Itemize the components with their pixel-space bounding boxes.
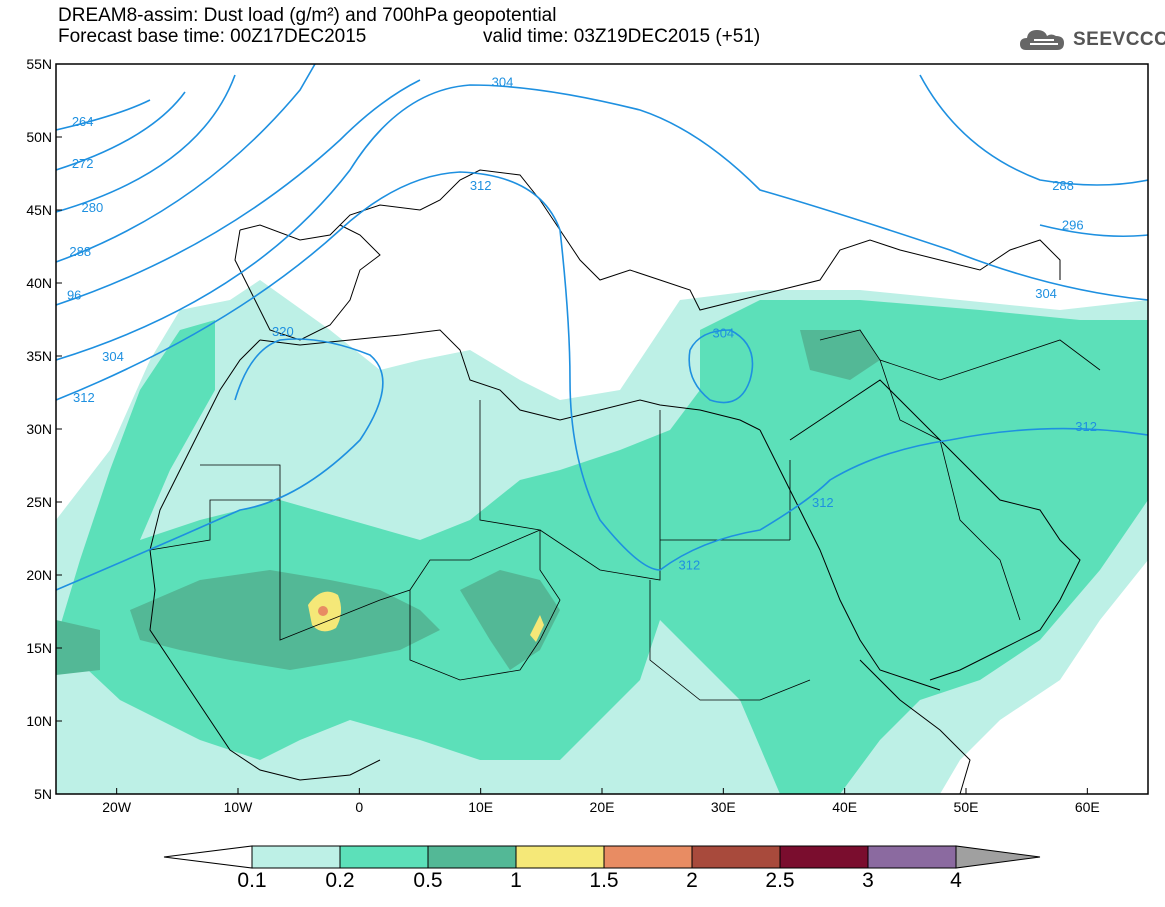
contour-label: 296 [1062, 218, 1084, 233]
colorbar [163, 845, 1041, 869]
contour-264 [56, 99, 151, 131]
colorbar-label: 1 [510, 869, 522, 892]
contour-304-small [688, 329, 754, 404]
contour-labels: 304 312 264 272 280 288 96 304 312 320 304 288 296 30… [67, 74, 1097, 573]
lon-tick-label: 60E [1075, 799, 1100, 815]
contour-label: 312 [470, 178, 492, 193]
colorbar-segment [867, 845, 957, 869]
contour-label: 264 [72, 114, 94, 129]
lon-tick-label: 40E [832, 799, 857, 815]
colorbar-label: 2.5 [765, 869, 795, 892]
contour-280 [56, 74, 236, 213]
lat-tick-label: 35N [26, 348, 52, 364]
colorbar-segment [603, 845, 693, 869]
africa-west-coast [149, 339, 381, 781]
valid-time: valid time: 03Z19DEC2015 (+51) [483, 26, 761, 47]
contour-320 [56, 338, 384, 591]
forecast-base-time: Forecast base time: 00Z17DEC2015 [58, 26, 367, 47]
dust-shade-dark-4 [800, 330, 880, 380]
arabia-coast [789, 379, 1081, 681]
colorbar-label: 2 [686, 869, 698, 892]
iberia-coast [234, 224, 381, 341]
lat-tick-label: 55N [26, 56, 52, 72]
dust-shade-dark [130, 570, 440, 670]
dust-shade-medium [56, 300, 1148, 794]
lat-tick-label: 20N [26, 567, 52, 583]
contour-312 [56, 171, 1148, 571]
lon-tick-label: 30E [711, 799, 736, 815]
colorbar-label: 0.5 [413, 869, 443, 892]
contour-288 [56, 64, 316, 263]
lon-tick-label: 50E [954, 799, 979, 815]
colorbar-label: 1.5 [589, 869, 619, 892]
longitude-axis: 20W 10W 0 10E 20E 30E 40E 50E 60E [102, 788, 1100, 815]
lat-tick-label: 25N [26, 494, 52, 510]
coastlines [149, 169, 1101, 794]
dust-shade-dark-3 [56, 620, 100, 675]
colorbar-segment [427, 845, 517, 869]
contour-label: 280 [82, 200, 104, 215]
lat-tick-label: 50N [26, 129, 52, 145]
seevccc-logo: SEEVCCC [1018, 24, 1165, 56]
contour-label: 312 [73, 390, 95, 405]
colorbar-under-triangle [163, 845, 253, 869]
contour-label: 288 [69, 244, 91, 259]
dust-shade-dark-2 [460, 570, 560, 670]
contour-label: 304 [1035, 286, 1057, 301]
colorbar-segment [515, 845, 605, 869]
europe-coast [239, 169, 1061, 311]
dust-layer [56, 280, 1148, 794]
dust-shade-yellow-2 [530, 615, 544, 642]
lat-tick-label: 5N [34, 786, 52, 802]
lon-tick-label: 20W [102, 799, 132, 815]
colorbar-segment [779, 845, 869, 869]
latitude-axis: 55N 50N 45N 40N 35N 30N 25N 20N 15N 10N 5N [26, 56, 62, 802]
lat-tick-label: 10N [26, 713, 52, 729]
colorbar-segment [251, 845, 341, 869]
lon-tick-label: 10E [468, 799, 493, 815]
colorbar-label: 4 [950, 869, 962, 892]
lat-tick-label: 45N [26, 202, 52, 218]
contour-label: 320 [272, 324, 294, 339]
contour-label: 304 [102, 349, 124, 364]
africa-north-coast [259, 329, 761, 431]
lon-tick-label: 10W [224, 799, 254, 815]
logo-text: SEEVCCC [1073, 29, 1165, 50]
contour-296 [56, 79, 421, 306]
contour-label: 312 [1075, 419, 1097, 434]
lat-tick-label: 15N [26, 640, 52, 656]
lat-tick-label: 40N [26, 275, 52, 291]
contour-296-east [1039, 224, 1148, 238]
contour-label: 288 [1052, 178, 1074, 193]
lat-tick-label: 30N [26, 421, 52, 437]
contour-304 [56, 84, 1148, 361]
colorbar-label: 0.1 [237, 869, 267, 892]
contour-label: 312 [812, 495, 834, 510]
lon-tick-label: 20E [590, 799, 615, 815]
colorbar-segment [339, 845, 429, 869]
contour-304-east [919, 74, 1148, 186]
contour-272 [56, 91, 186, 171]
contour-label: 272 [72, 156, 94, 171]
colorbar-label: 0.2 [325, 869, 355, 892]
contour-label: 96 [67, 288, 81, 303]
lon-tick-label: 0 [355, 799, 363, 815]
contour-label: 304 [492, 74, 514, 89]
national-borders [149, 329, 1101, 701]
chart-title: DREAM8-assim: Dust load (g/m²) and 700hP… [58, 5, 557, 26]
geopotential-contours [56, 64, 1148, 591]
cloud-logo-icon [1020, 30, 1064, 50]
red-sea-coast [759, 429, 941, 691]
colorbar-label: 3 [862, 869, 874, 892]
contour-label: 312 [679, 558, 701, 573]
contour-label: 304 [712, 326, 734, 341]
colorbar-segment [691, 845, 781, 869]
horn-coast [859, 659, 971, 794]
dust-shade-orange [318, 606, 328, 616]
colorbar-over-triangle [955, 845, 1041, 869]
